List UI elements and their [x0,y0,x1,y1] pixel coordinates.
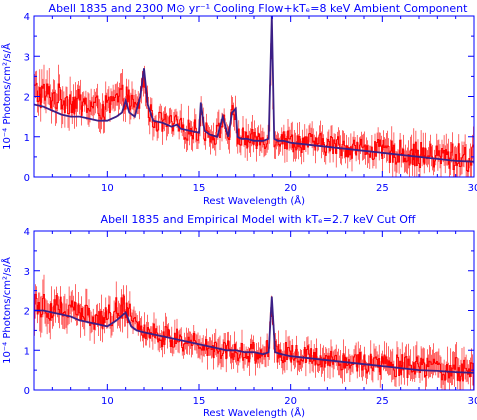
data-histogram-line [34,43,474,172]
y-tick-label: 1 [24,133,30,144]
data-error-bars [34,35,474,177]
x-axis-label: Rest Wavelength (Å) [203,406,305,419]
x-tick-label: 25 [376,396,389,407]
data-histogram-line [34,293,474,386]
data-spectrum [34,35,474,177]
x-tick-label: 30 [468,396,477,407]
x-tick-label: 10 [101,396,114,407]
data-spectrum [34,274,474,390]
y-tick-label: 0 [24,173,30,184]
y-tick-label: 3 [24,267,30,278]
y-tick-label: 0 [24,386,30,397]
y-tick-label: 2 [24,307,30,318]
chart-title: Abell 1835 and Empirical Model with kTₑ=… [101,213,416,226]
x-tick-label: 30 [468,183,477,194]
y-tick-label: 2 [24,93,30,104]
y-axis-label: 10⁻⁴ Photons/cm²/s/Å [0,257,13,364]
y-tick-label: 3 [24,52,30,63]
model-line [34,16,474,163]
y-tick-label: 4 [24,12,30,23]
x-tick-label: 10 [101,183,114,194]
x-tick-label: 20 [284,396,297,407]
plot-frame [33,15,475,178]
x-tick-label: 15 [193,183,206,194]
y-tick-label: 1 [24,346,30,357]
x-tick-label: 25 [376,183,389,194]
x-tick-label: 20 [284,183,297,194]
data-error-bars [34,274,474,390]
model-line [34,296,474,374]
panel-bottom-empirical-model: 10 15 20 25 30 0 1 2 3 4 Abell 1835 and Empirical … [0,213,477,419]
x-tick-label: 15 [193,396,206,407]
y-tick-label: 4 [24,227,30,238]
chart-title: Abell 1835 and 2300 M⊙ yr⁻¹ Cooling Flow… [49,2,469,15]
y-axis-label: 10⁻⁴ Photons/cm²/s/Å [0,43,13,150]
panel-top-cooling-flow: 10 15 20 25 30 0 1 2 3 4 Abell 1835 and 2300 M⊙ yr… [0,2,477,207]
x-axis-label: Rest Wavelength (Å) [203,194,305,207]
